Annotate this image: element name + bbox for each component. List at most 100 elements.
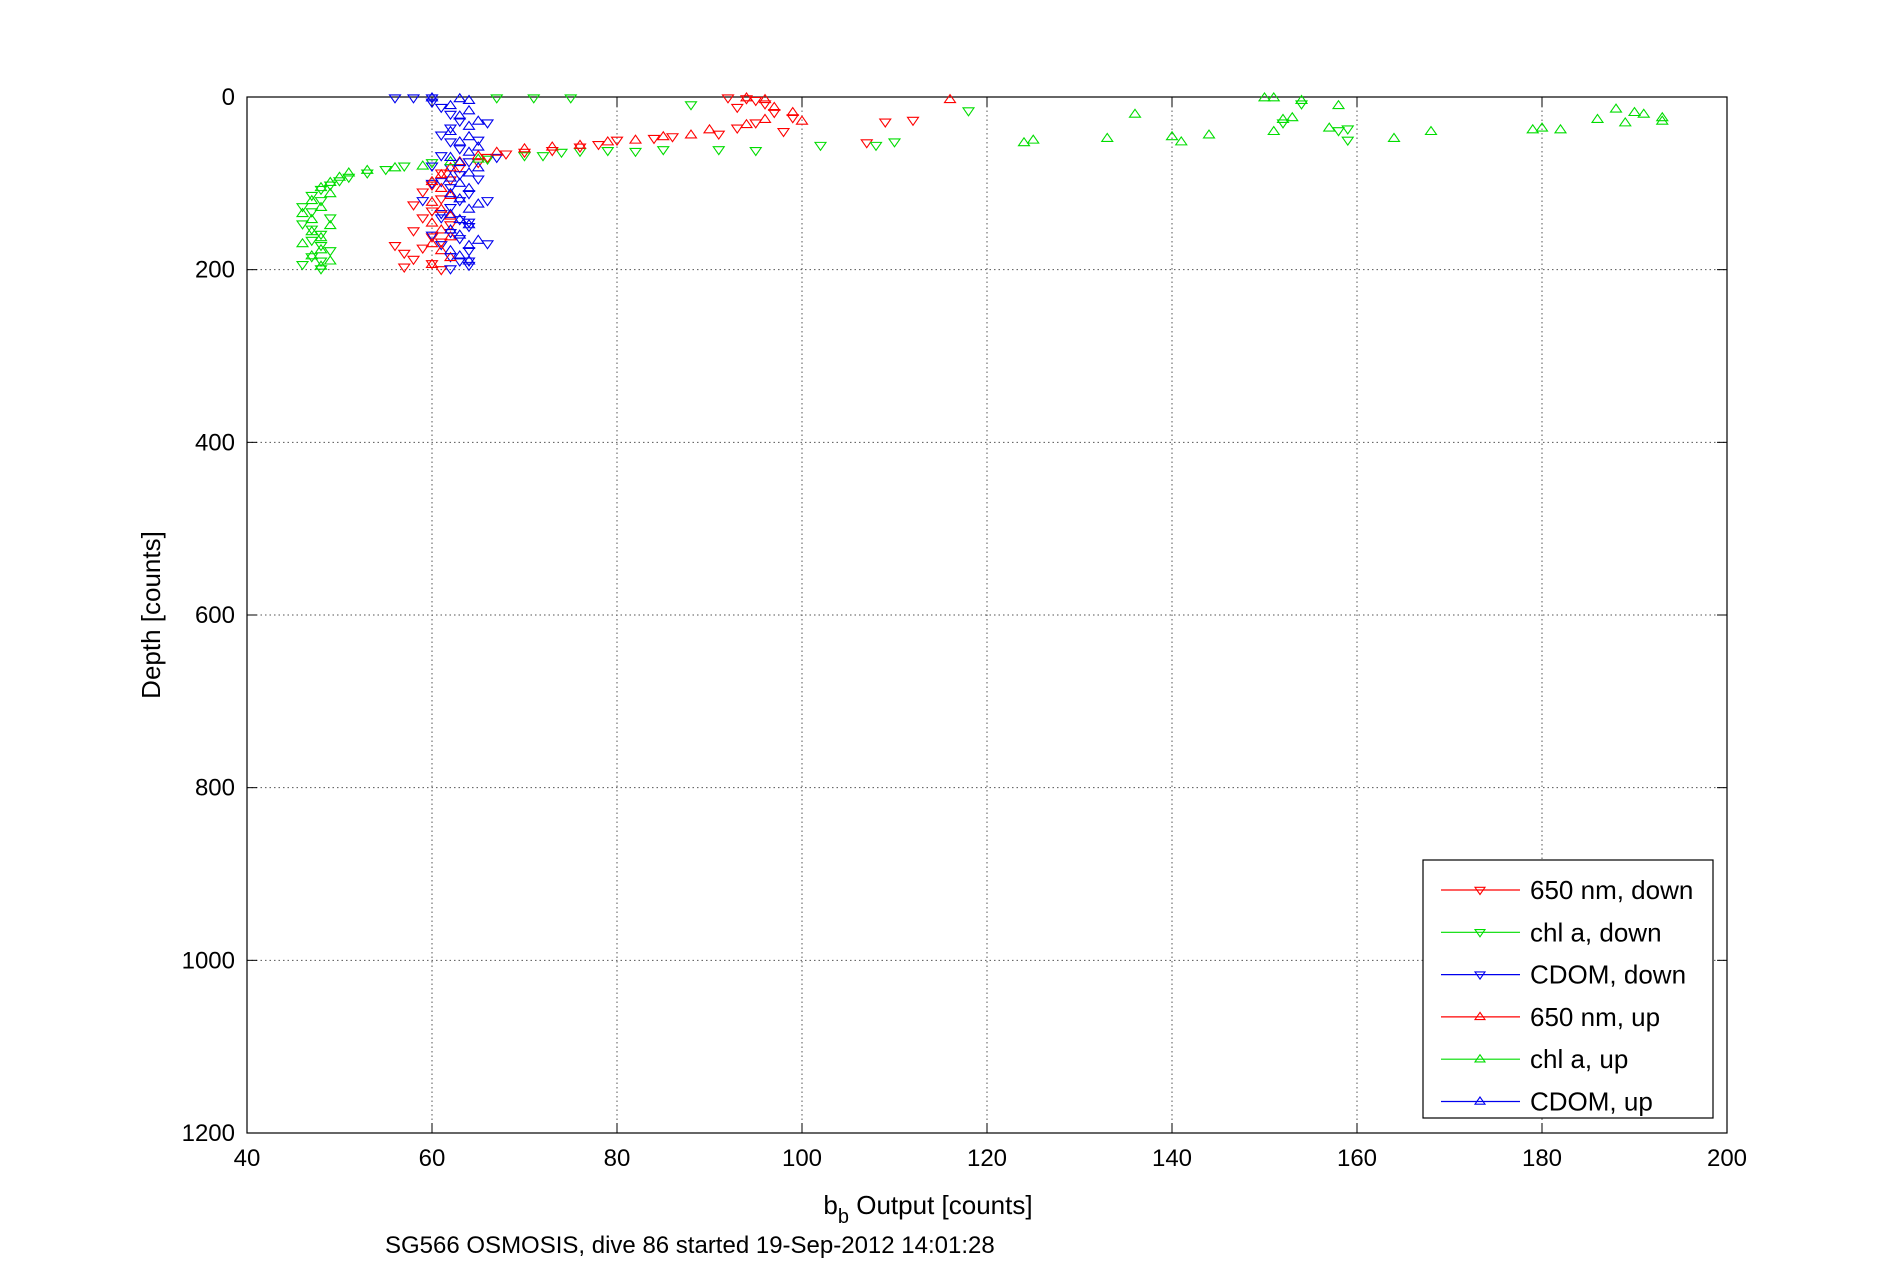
- data-point: [443, 161, 458, 172]
- y-tick-label: 800: [195, 775, 235, 802]
- data-point: [1294, 94, 1309, 104]
- legend-label: chl a, up: [1530, 1044, 1628, 1074]
- data-point: [443, 151, 458, 161]
- data-point: [323, 255, 337, 265]
- legend-marker: [1473, 929, 1487, 938]
- data-point: [397, 263, 411, 273]
- data-point: [628, 147, 643, 158]
- data-point: [425, 237, 439, 248]
- x-axis-label: bb Output [counts]: [823, 1190, 1032, 1228]
- data-point: [471, 161, 485, 172]
- data-point: [416, 197, 430, 207]
- data-point: [305, 213, 319, 224]
- data-points: [295, 91, 1669, 276]
- data-point: [462, 218, 476, 229]
- y-tick-label: 400: [195, 429, 235, 456]
- axis-ticks: 40 60 80 100 120 140 160 180 200 0 200 400 600 800 100…: [182, 84, 1747, 1172]
- data-point: [1655, 111, 1669, 122]
- legend-entry: CDOM, down: [1441, 960, 1686, 990]
- data-point: [1026, 134, 1040, 144]
- data-point: [776, 128, 791, 138]
- data-point: [665, 133, 680, 143]
- data-point: [443, 265, 458, 275]
- data-point: [434, 178, 448, 188]
- data-point: [471, 159, 485, 169]
- data-point: [471, 175, 485, 185]
- data-point: [425, 233, 439, 243]
- data-point: [749, 119, 763, 129]
- data-point: [388, 241, 402, 252]
- legend-marker: [1473, 1053, 1487, 1063]
- data-point: [434, 182, 448, 193]
- data-point: [305, 208, 319, 218]
- data-point: [453, 135, 467, 146]
- data-point: [758, 100, 772, 110]
- data-point: [443, 124, 458, 134]
- y-axis-label: Depth [counts]: [136, 531, 166, 699]
- data-point: [443, 208, 458, 218]
- data-point: [480, 155, 495, 166]
- data-point: [443, 203, 458, 214]
- data-point: [434, 238, 448, 248]
- data-point: [490, 146, 504, 156]
- data-point: [443, 221, 458, 231]
- data-point: [453, 216, 467, 226]
- data-point: [1618, 116, 1632, 127]
- legend-label: CDOM, up: [1530, 1087, 1653, 1117]
- data-point: [1128, 108, 1142, 118]
- data-point: [702, 123, 717, 134]
- legend-marker: [1473, 886, 1487, 896]
- data-point: [295, 260, 310, 271]
- data-point: [443, 125, 458, 136]
- data-point: [314, 231, 328, 242]
- data-point: [527, 94, 541, 104]
- data-point: [305, 236, 319, 247]
- data-point: [397, 162, 411, 172]
- data-point: [471, 198, 485, 208]
- data-point: [323, 187, 337, 198]
- data-point: [305, 249, 319, 260]
- data-point: [434, 103, 448, 114]
- data-point: [795, 115, 809, 125]
- legend: 650 nm, down chl a, down CDOM, down 650 nm,…: [1422, 859, 1714, 1119]
- data-point: [480, 119, 495, 129]
- grid-lines: [247, 97, 1727, 1133]
- x-tick-label: 40: [234, 1145, 261, 1172]
- data-point: [425, 207, 439, 217]
- data-point: [480, 197, 495, 207]
- data-point: [453, 110, 467, 120]
- data-point: [305, 225, 319, 236]
- data-point: [462, 182, 476, 193]
- data-point: [295, 237, 310, 248]
- x-tick-label: 100: [782, 1145, 822, 1172]
- data-point: [545, 147, 559, 157]
- data-point: [314, 257, 328, 267]
- data-point: [453, 192, 467, 203]
- data-point: [425, 162, 439, 172]
- data-point: [314, 243, 328, 254]
- legend-marker: [1473, 971, 1487, 981]
- data-point: [721, 94, 735, 104]
- series-3: [425, 91, 957, 269]
- data-point: [462, 104, 476, 115]
- data-point: [462, 203, 476, 213]
- data-point: [1590, 113, 1605, 123]
- data-point: [462, 130, 476, 141]
- data-point: [647, 134, 661, 145]
- legend-marker: [1473, 1096, 1487, 1105]
- data-point: [416, 160, 430, 170]
- x-tick-label: 60: [419, 1145, 446, 1172]
- data-point: [684, 101, 698, 111]
- data-point: [462, 158, 476, 168]
- data-point: [443, 187, 458, 198]
- data-point: [406, 255, 421, 266]
- data-point: [314, 230, 328, 241]
- data-point: [314, 260, 328, 270]
- data-point: [480, 240, 495, 250]
- y-tick-label: 1200: [182, 1120, 235, 1147]
- legend-box: [1422, 859, 1714, 1119]
- data-point: [462, 239, 476, 250]
- legend-label: CDOM, down: [1530, 960, 1686, 990]
- y-tick-label: 200: [195, 257, 235, 284]
